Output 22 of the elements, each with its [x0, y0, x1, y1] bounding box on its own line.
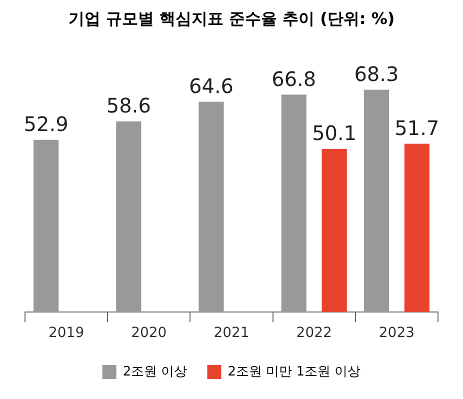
bar: [404, 144, 430, 312]
data-label: 51.7: [394, 116, 440, 140]
data-label: 58.6: [106, 94, 151, 118]
data-label: 64.6: [188, 74, 234, 98]
data-label: 52.9: [24, 112, 68, 136]
x-tick-label: 2020: [131, 325, 167, 342]
legend-label: 2조원 이상: [122, 364, 188, 380]
bar: [198, 102, 224, 312]
x-tick-label: 2021: [214, 325, 250, 342]
bar: [116, 121, 142, 312]
chart-title: 기업 규모별 핵심지표 준수율 추이 (단위: %): [68, 8, 395, 28]
x-tick-label: 2023: [378, 325, 415, 342]
bar: [281, 94, 306, 312]
data-label: 68.3: [354, 62, 399, 86]
x-tick-label: 2019: [48, 325, 84, 342]
bar: [34, 140, 59, 312]
data-label: 50.1: [312, 121, 357, 146]
data-label: 66.8: [272, 66, 316, 91]
legend-label: 2조원 미만 1조원 이상: [228, 364, 361, 380]
x-tick-label: 2022: [296, 325, 332, 342]
bar: [364, 90, 390, 312]
bar: [322, 149, 347, 312]
